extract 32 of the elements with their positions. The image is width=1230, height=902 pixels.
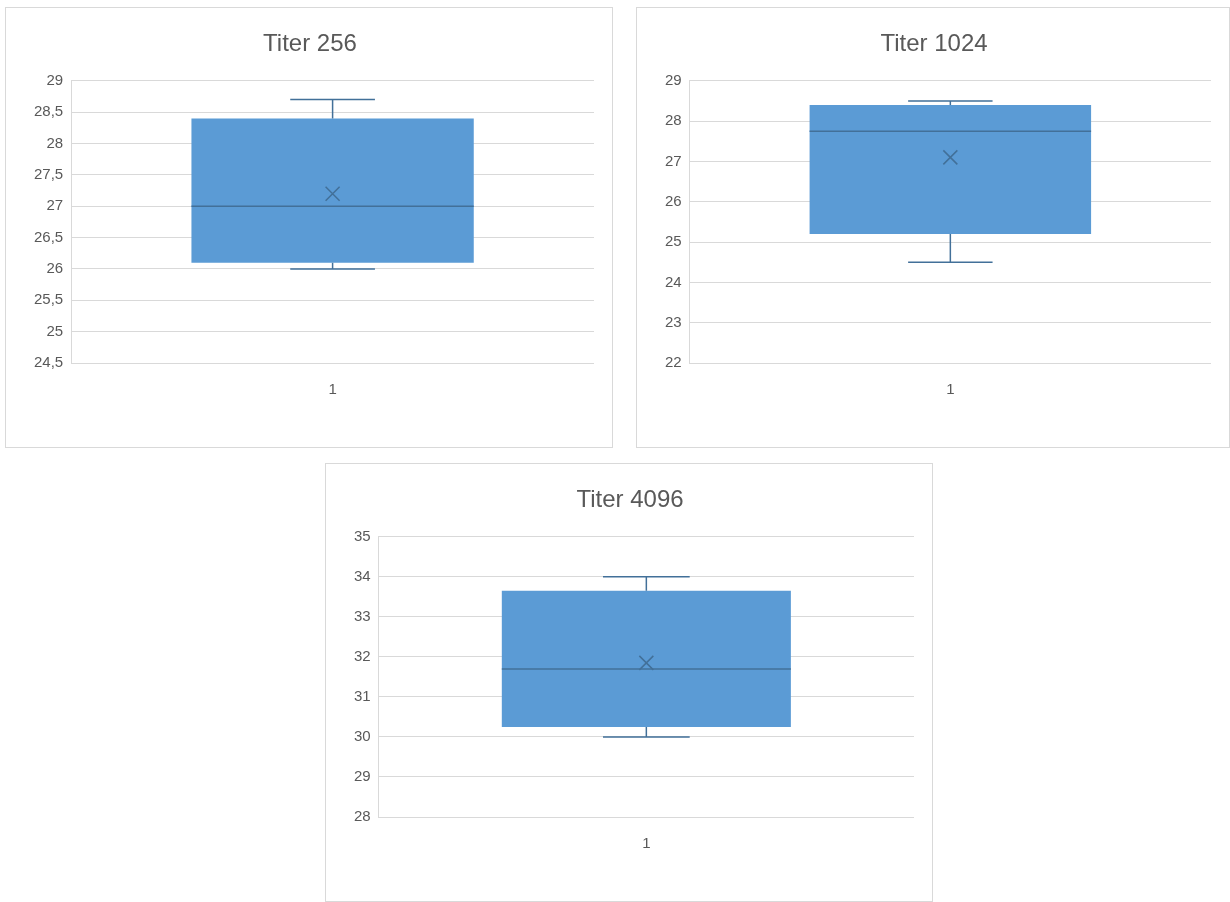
chart-title: Titer 1024 xyxy=(880,29,988,57)
y-tick-label: 26,5 xyxy=(33,227,64,245)
y-tick-label: 29 xyxy=(665,70,682,88)
y-tick-label: 28 xyxy=(665,111,682,129)
y-tick-label: 28 xyxy=(46,133,64,151)
y-tick-label: 29 xyxy=(46,70,64,88)
y-tick-label: 31 xyxy=(354,687,371,705)
y-tick-label: 24,5 xyxy=(33,353,64,371)
y-tick-label: 35 xyxy=(354,526,371,544)
y-tick-label: 27,5 xyxy=(33,165,64,183)
y-tick-label: 34 xyxy=(354,566,371,584)
chart-title: Titer 4096 xyxy=(576,485,684,513)
y-tick-label: 33 xyxy=(354,607,371,624)
x-tick-label: 1 xyxy=(328,380,337,398)
y-tick-label: 32 xyxy=(354,647,371,665)
y-tick-label: 26 xyxy=(46,259,64,277)
y-tick-label: 28,5 xyxy=(33,102,64,120)
y-tick-label: 24 xyxy=(665,272,682,290)
x-tick-label: 1 xyxy=(946,380,955,398)
y-tick-label: 27 xyxy=(46,196,64,214)
chart-title: Titer 256 xyxy=(263,29,357,57)
y-tick-label: 22 xyxy=(665,353,682,371)
y-tick-label: 23 xyxy=(665,312,682,330)
y-tick-label: 30 xyxy=(354,727,371,745)
y-tick-label: 28 xyxy=(354,807,371,825)
y-tick-label: 26 xyxy=(665,191,682,209)
y-tick-label: 27 xyxy=(665,151,682,169)
y-tick-label: 29 xyxy=(354,767,371,785)
y-tick-label: 25,5 xyxy=(33,290,64,308)
y-tick-label: 25 xyxy=(46,321,64,339)
y-tick-label: 25 xyxy=(665,232,682,250)
x-tick-label: 1 xyxy=(642,834,651,852)
